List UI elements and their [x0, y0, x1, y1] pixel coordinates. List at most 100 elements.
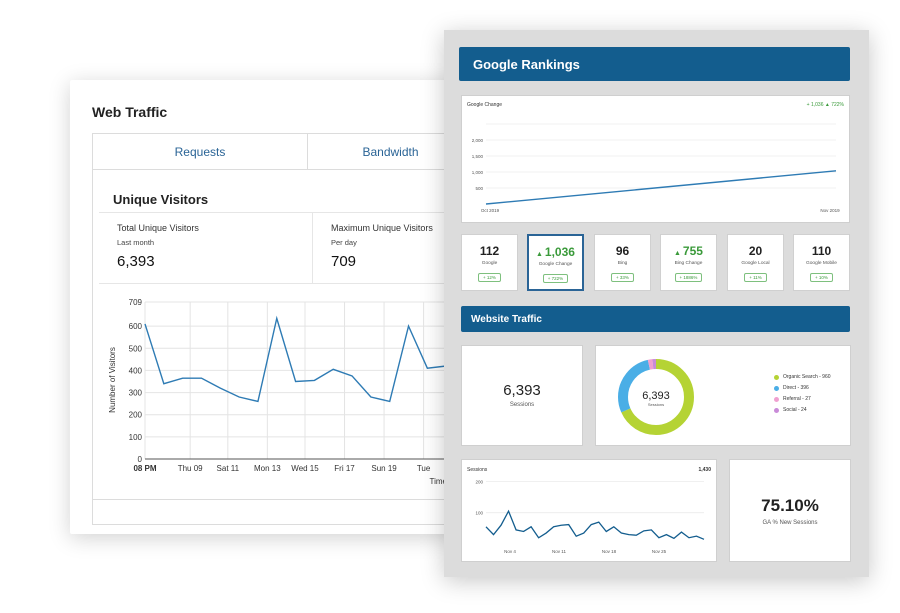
web-traffic-card: Web Traffic Requests Bandwidth Unique Vi… [70, 80, 460, 534]
legend-label: Social - 24 [783, 407, 807, 413]
y-tick-label: 100 [475, 511, 483, 516]
y-tick-label: 300 [129, 389, 143, 398]
legend-label: Referral - 27 [783, 396, 811, 402]
y-tick-label: 400 [129, 366, 143, 375]
x-tick-label: Fri 17 [334, 464, 355, 473]
traffic-sources-panel: 6,393 Sessions Organic Search - 960 Direct… [595, 345, 851, 446]
donut-center-label: Sessions [648, 402, 664, 407]
legend-item: Referral - 27 [774, 396, 831, 402]
x-tick-label: Nov 2019 [820, 208, 840, 213]
stat-sub: Per day [331, 238, 357, 247]
x-tick-label: Tue [417, 464, 431, 473]
legend-dot-icon [774, 385, 779, 391]
sessions-trend-chart: 100 200 Nov 4 Nov 11 Nov 18 Nov 25 [475, 479, 705, 554]
metric-value: 110 [794, 244, 849, 258]
metric-change-badge: + 722% [542, 274, 569, 283]
legend-item: Social - 24 [774, 407, 831, 413]
donut-slice [618, 359, 694, 435]
tab-bandwidth[interactable]: Bandwidth [362, 144, 419, 159]
metric-change-badge: + 12% [478, 273, 501, 282]
metric-change-badge: + 11% [744, 273, 767, 282]
metric-value: 20 [728, 244, 783, 258]
metric-tile[interactable]: 110 Google Mobile + 10% [793, 234, 850, 291]
sessions-panel: 6,393 Sessions [461, 345, 583, 446]
dashboard-panel: Google Rankings Google Change + 1,036 ▲ … [444, 30, 869, 577]
x-tick-label: 08 PM [133, 464, 156, 473]
y-tick-label: 2,000 [472, 138, 484, 143]
metric-tile[interactable]: 20 Google Local + 11% [727, 234, 784, 291]
x-tick-label: Nov 4 [504, 549, 516, 554]
google-rankings-banner: Google Rankings [459, 47, 850, 81]
legend-item: Organic Search - 960 [774, 374, 831, 380]
sessions-value: 6,393 [503, 382, 541, 399]
donut-center-value: 6,393 [642, 390, 670, 402]
sessions-trend-panel: Sessions 1,430 100 200 Nov 4 Nov 11 Nov 18 No… [461, 459, 717, 562]
metric-value: 96 [595, 244, 650, 258]
visitor-stats: Total Unique Visitors Last month 6,393 M… [99, 212, 460, 284]
sessions-line [485, 509, 705, 540]
metric-label: Bing Change [674, 261, 703, 266]
google-change-line [485, 170, 837, 205]
y-tick-label: 100 [129, 433, 143, 442]
y-tick-label: 0 [138, 455, 143, 464]
metric-change-badge: + 33% [611, 273, 634, 282]
legend-dot-icon [774, 396, 779, 402]
metric-label: Google [481, 261, 498, 266]
metric-number: 755 [682, 244, 703, 258]
y-axis-label: Number of Visitors [108, 347, 117, 413]
x-tick-label: Mon 13 [254, 464, 281, 473]
ga-new-sessions-panel: 75.10% GA % New Sessions [729, 459, 851, 562]
metric-tile[interactable]: ▲ 755 Bing Change + 1886% [660, 234, 717, 291]
x-tick-label: Nov 25 [652, 549, 667, 554]
sessions-chart-badge: 1,430 [698, 467, 711, 473]
legend-item: Direct - 396 [774, 385, 831, 391]
y-tick-label: 200 [475, 479, 483, 484]
metric-value: ▲ 1,036 [529, 245, 582, 259]
metric-label: Bing [617, 261, 628, 266]
x-tick-label: Nov 11 [552, 549, 566, 554]
website-traffic-banner: Website Traffic [461, 306, 850, 332]
x-tick-label: Sat 11 [217, 464, 240, 473]
up-arrow-icon: ▲ [536, 251, 545, 258]
unique-visitors-chart: 0 100 200 300 400 500 600 709 08 PM Thu 09 Sat 11 M… [108, 298, 460, 486]
y-tick-label: 500 [129, 344, 143, 353]
unique-visitors-title: Unique Visitors [113, 192, 209, 207]
stat-label: Maximum Unique Visitors [331, 223, 433, 233]
metric-tile[interactable]: 96 Bing + 33% [594, 234, 651, 291]
google-change-title: Google Change [467, 102, 503, 108]
y-tick-label: 500 [475, 186, 483, 191]
google-change-chart: 500 1,000 1,500 2,000 Oct 2019 Nov 2019 [472, 123, 840, 213]
legend-label: Organic Search - 960 [783, 374, 831, 380]
donut-slice [618, 359, 694, 435]
x-tick-label: Nov 18 [602, 549, 617, 554]
stat-label: Total Unique Visitors [117, 223, 199, 233]
google-change-panel: Google Change + 1,036 ▲ 722% 500 1,000 1,5… [461, 95, 850, 223]
metric-number: 112 [479, 244, 500, 258]
metric-label: Google Local [741, 261, 770, 266]
legend-dot-icon [774, 374, 779, 380]
traffic-sources-legend: Organic Search - 960 Direct - 396 Referral… [774, 374, 831, 418]
sessions-label: Sessions [509, 402, 535, 408]
y-tick-label: 709 [129, 298, 143, 307]
sessions-chart-title: Sessions [467, 467, 488, 473]
metric-label: Google Change [538, 262, 573, 267]
legend-label: Direct - 396 [783, 385, 809, 391]
card-footer-divider [93, 499, 460, 500]
y-tick-label: 600 [129, 322, 143, 331]
tab-requests[interactable]: Requests [93, 134, 308, 169]
legend-dot-icon [774, 407, 779, 413]
x-tick-label: Thu 09 [178, 464, 203, 473]
y-tick-label: 1,500 [472, 154, 484, 159]
stat-total-visitors: Total Unique Visitors Last month 6,393 [99, 213, 313, 283]
y-tick-label: 200 [129, 411, 143, 420]
stat-sub: Last month [117, 238, 155, 247]
metric-value: ▲ 755 [661, 244, 716, 258]
metric-tile[interactable]: ▲ 1,036 Google Change + 722% [527, 234, 584, 291]
x-tick-label: Wed 15 [291, 464, 319, 473]
metric-change-badge: + 10% [810, 273, 833, 282]
metric-tile[interactable]: 112 Google + 12% [461, 234, 518, 291]
ga-new-sessions-value: 75.10% [761, 496, 819, 515]
google-change-badge: + 1,036 ▲ 722% [806, 102, 844, 108]
